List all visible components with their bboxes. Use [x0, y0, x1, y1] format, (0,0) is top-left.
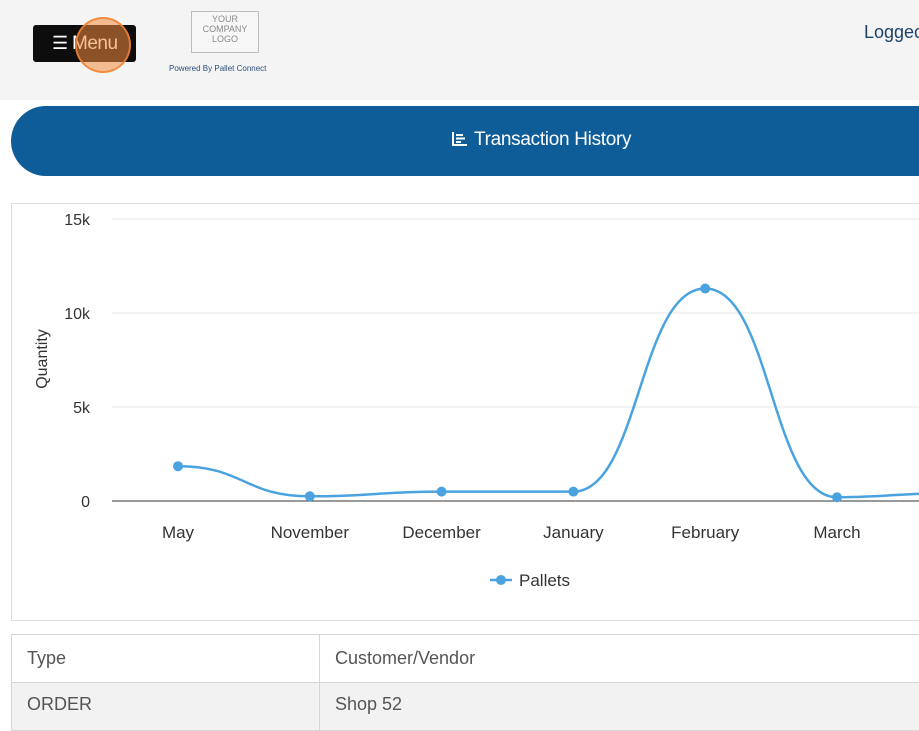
x-tick-label: December: [402, 523, 481, 542]
legend-marker: [496, 575, 506, 585]
page-title: Transaction History: [451, 106, 632, 176]
series-line-pallets: [177, 287, 919, 499]
table-header-row: Type Customer/Vendor: [11, 635, 919, 683]
cell-type: ORDER: [11, 683, 320, 730]
legend-label: Pallets: [519, 571, 570, 590]
x-tick-label: November: [271, 523, 350, 542]
column-header-customer-vendor[interactable]: Customer/Vendor: [335, 648, 476, 668]
chart-card: 0 5k 10k 15k Quantity May November December Janu…: [11, 203, 919, 621]
transactions-table: Type Customer/Vendor ORDER Shop 52: [11, 634, 919, 731]
menu-button[interactable]: ☰ Menu: [33, 25, 136, 62]
x-tick-label: May: [162, 523, 195, 542]
page-banner: Transaction History: [11, 106, 919, 176]
data-point: [568, 486, 579, 497]
banner-title-text: Transaction History: [474, 129, 632, 150]
menu-label: Menu: [72, 33, 118, 54]
column-header-type[interactable]: Type: [11, 635, 320, 682]
data-point: [832, 492, 842, 503]
top-bar: ☰ Menu YOUR COMPANY LOGO Powered By Pall…: [0, 0, 919, 100]
data-point: [436, 486, 447, 497]
hamburger-icon: ☰: [52, 33, 69, 53]
data-point: [173, 461, 183, 472]
company-logo: YOUR COMPANY LOGO: [191, 11, 259, 53]
logged-in-text: Loggec: [864, 22, 919, 42]
table-row[interactable]: ORDER Shop 52: [11, 683, 919, 731]
y-tick-label: 0: [81, 494, 90, 511]
powered-by-text: Powered By Pallet Connect: [169, 64, 267, 73]
data-point: [700, 283, 711, 294]
cell-customer-vendor: Shop 52: [335, 694, 403, 714]
x-tick-label: February: [671, 523, 740, 542]
data-point: [304, 491, 315, 502]
y-tick-label: 5k: [73, 400, 91, 417]
x-tick-label: January: [543, 523, 604, 542]
bar-chart-icon: [452, 132, 467, 146]
x-tick-label: March: [813, 523, 860, 542]
y-axis-label: Quantity: [34, 329, 51, 389]
y-tick-label: 10k: [64, 306, 91, 323]
y-tick-label: 15k: [64, 212, 91, 229]
transaction-chart: 0 5k 10k 15k Quantity May November December Janu…: [34, 212, 919, 590]
